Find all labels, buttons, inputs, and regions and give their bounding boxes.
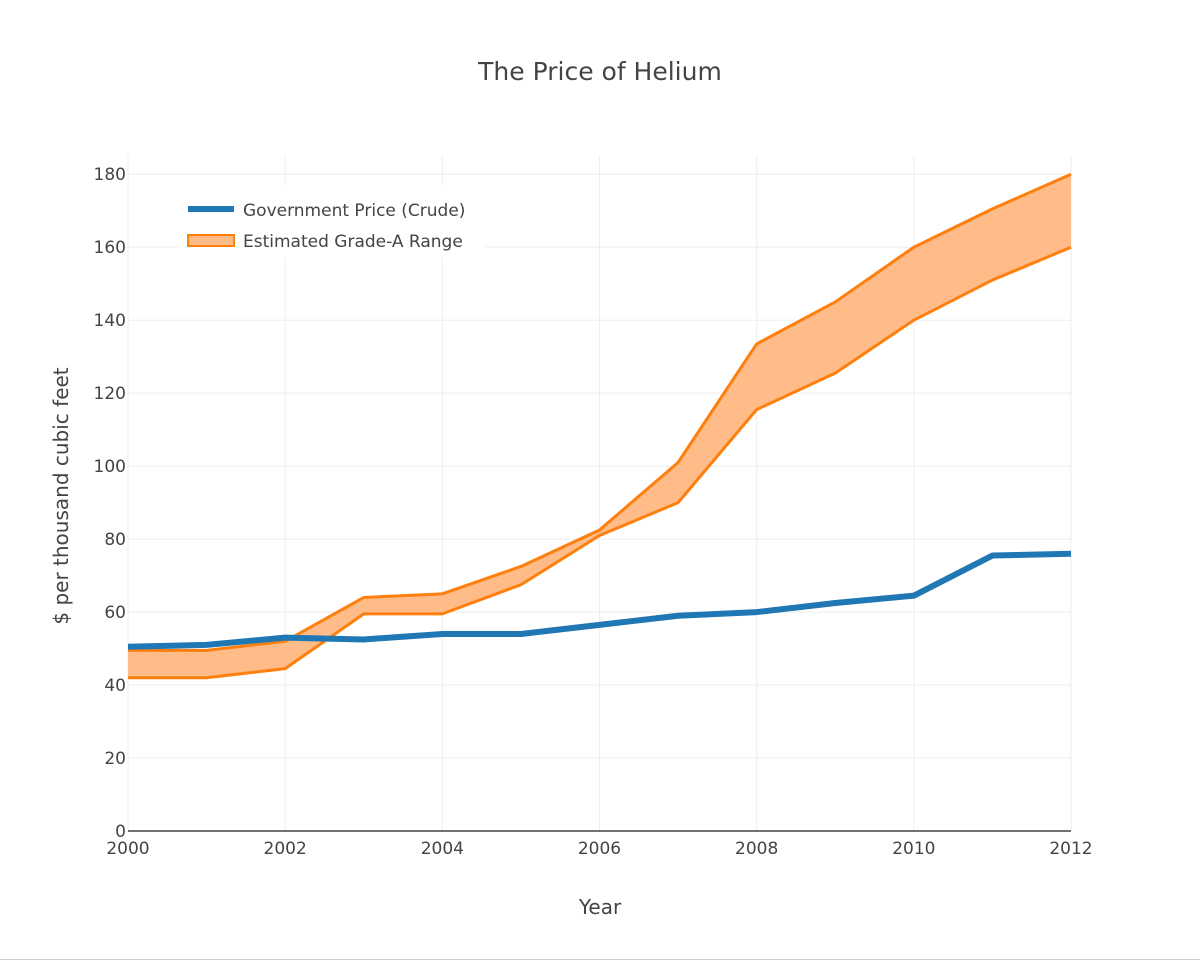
legend-label-grade-a-range: Estimated Grade-A Range xyxy=(243,232,463,252)
chart-title: The Price of Helium xyxy=(477,57,722,86)
series-layer xyxy=(127,172,1072,680)
x-axis-title: Year xyxy=(578,895,622,919)
x-tick-label: 2010 xyxy=(892,839,935,859)
y-tick-label: 140 xyxy=(94,311,126,331)
x-tick-label: 2004 xyxy=(421,839,464,859)
legend-label-government-price: Government Price (Crude) xyxy=(243,201,465,221)
grade-a-lower-line xyxy=(128,245,1072,680)
y-axis-title: $ per thousand cubic feet xyxy=(49,367,73,624)
legend-swatch-grade-a-range xyxy=(187,234,235,247)
government-price-line xyxy=(127,550,1072,650)
y-tick-label: 80 xyxy=(104,530,126,550)
x-tick-labels: 2000 2002 2004 2006 2008 2010 2012 xyxy=(106,839,1092,859)
x-tick-label: 2008 xyxy=(735,839,778,859)
y-tick-label: 60 xyxy=(104,603,126,623)
y-tick-label: 120 xyxy=(94,384,126,404)
grade-a-upper-line xyxy=(128,172,1072,652)
y-tick-label: 40 xyxy=(104,676,126,696)
y-tick-label: 180 xyxy=(94,165,126,185)
y-tick-label: 0 xyxy=(115,822,126,842)
x-tick-label: 2012 xyxy=(1049,839,1092,859)
y-tick-labels: 0 20 40 60 80 100 120 140 160 180 xyxy=(94,165,126,842)
x-tick-label: 2006 xyxy=(578,839,621,859)
legend: Government Price (Crude) Estimated Grade… xyxy=(178,186,486,258)
grade-a-range-fill xyxy=(128,174,1071,678)
y-tick-label: 160 xyxy=(94,238,126,258)
y-tick-label: 20 xyxy=(104,749,126,769)
y-tick-label: 100 xyxy=(94,457,126,477)
x-tick-label: 2000 xyxy=(106,839,149,859)
x-tick-label: 2002 xyxy=(264,839,307,859)
